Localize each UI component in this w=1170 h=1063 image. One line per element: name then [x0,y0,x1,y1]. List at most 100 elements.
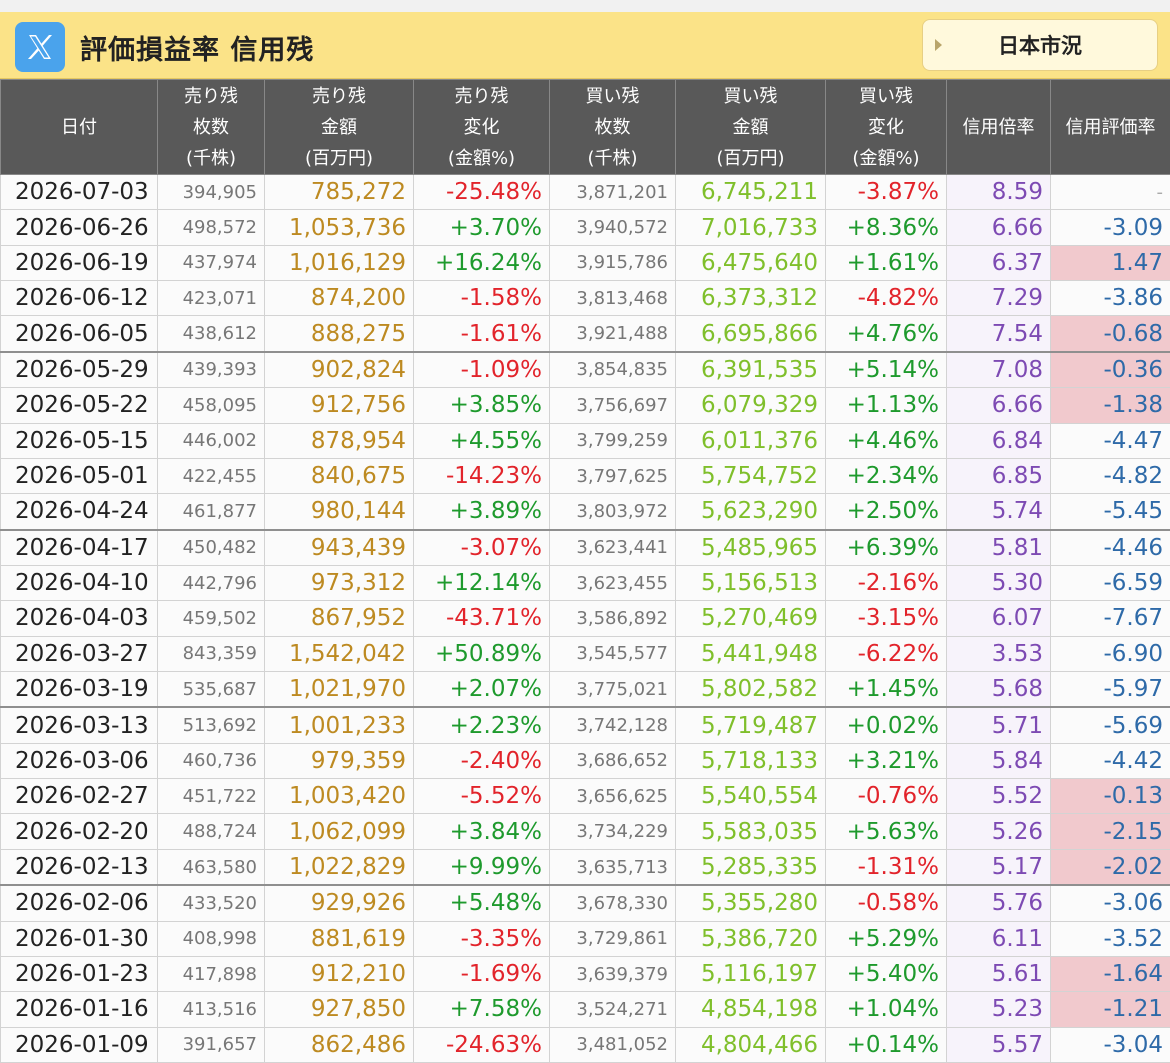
column-header-line: (金額%) [448,148,515,169]
cell-buy-qty: 3,797,625 [550,458,676,493]
cell-margin-ratio: 6.66 [947,210,1051,245]
cell-sell-change: -2.40% [414,743,550,778]
cell-sell-amount: 881,619 [265,921,414,956]
column-header-line: (千株) [186,148,236,169]
column-header-line: 買い残 [859,86,913,107]
cell-sell-qty: 450,482 [158,530,265,566]
cell-buy-amount: 5,719,487 [676,707,826,743]
cell-buy-amount: 5,718,133 [676,743,826,778]
cell-sell-qty: 423,071 [158,281,265,316]
cell-sell-qty: 459,502 [158,601,265,636]
cell-date: 2026-02-13 [1,849,158,885]
cell-buy-change: -0.58% [826,885,947,921]
cell-buy-qty: 3,686,652 [550,743,676,778]
cell-date: 2026-05-22 [1,388,158,423]
cell-buy-qty: 3,813,468 [550,281,676,316]
cell-buy-qty: 3,545,577 [550,636,676,671]
cell-buy-change: +0.02% [826,707,947,743]
cell-sell-qty: 458,095 [158,388,265,423]
cell-buy-amount: 6,011,376 [676,423,826,458]
column-header-margin-ratio: 信用倍率 [947,80,1051,175]
cell-buy-qty: 3,639,379 [550,956,676,991]
cell-margin-eval-rate: -1.38 [1051,388,1170,423]
cell-sell-qty: 843,359 [158,636,265,671]
cell-buy-qty: 3,623,455 [550,565,676,600]
column-header-line: 変化 [464,117,500,138]
cell-sell-amount: 980,144 [265,494,414,530]
cell-sell-qty: 498,572 [158,210,265,245]
cell-sell-amount: 1,022,829 [265,849,414,885]
cell-sell-qty: 463,580 [158,849,265,885]
cell-margin-eval-rate: -3.86 [1051,281,1170,316]
cell-sell-amount: 1,001,233 [265,707,414,743]
cell-sell-amount: 973,312 [265,565,414,600]
cell-date: 2026-07-03 [1,175,158,210]
cell-margin-eval-rate: -6.90 [1051,636,1170,671]
cell-buy-qty: 3,940,572 [550,210,676,245]
column-header-line: 枚数 [193,117,229,138]
cell-margin-ratio: 5.76 [947,885,1051,921]
cell-buy-amount: 5,285,335 [676,849,826,885]
page-header: 評価損益率 信用残 日本市況 [0,12,1170,79]
cell-sell-change: +4.55% [414,423,550,458]
cell-date: 2026-03-13 [1,707,158,743]
cell-date: 2026-04-03 [1,601,158,636]
cell-date: 2026-05-15 [1,423,158,458]
cell-date: 2026-03-27 [1,636,158,671]
cell-margin-ratio: 5.84 [947,743,1051,778]
cell-buy-change: +5.14% [826,352,947,388]
cell-buy-qty: 3,524,271 [550,992,676,1027]
cell-sell-change: +16.24% [414,245,550,280]
cell-date: 2026-01-30 [1,921,158,956]
cell-date: 2026-06-19 [1,245,158,280]
margin-balance-table: 日付売り残枚数(千株)売り残金額(百万円)売り残変化(金額%)買い残枚数(千株)… [0,79,1170,1063]
cell-sell-qty: 391,657 [158,1027,265,1062]
cell-margin-eval-rate: -4.47 [1051,423,1170,458]
column-header-line: 信用倍率 [963,117,1035,138]
cell-sell-amount: 840,675 [265,458,414,493]
cell-sell-amount: 912,756 [265,388,414,423]
cell-margin-eval-rate: -0.36 [1051,352,1170,388]
cell-margin-ratio: 6.37 [947,245,1051,280]
cell-buy-change: +0.14% [826,1027,947,1062]
cell-sell-qty: 460,736 [158,743,265,778]
cell-sell-qty: 461,877 [158,494,265,530]
cell-margin-ratio: 6.66 [947,388,1051,423]
cell-sell-amount: 785,272 [265,175,414,210]
x-logo-icon[interactable] [15,22,65,72]
cell-buy-change: -0.76% [826,779,947,814]
cell-margin-ratio: 5.57 [947,1027,1051,1062]
cell-date: 2026-03-19 [1,672,158,708]
cell-buy-change: -6.22% [826,636,947,671]
cell-sell-change: +7.58% [414,992,550,1027]
cell-buy-amount: 5,116,197 [676,956,826,991]
cell-buy-change: +5.40% [826,956,947,991]
cell-sell-amount: 867,952 [265,601,414,636]
cell-sell-qty: 439,393 [158,352,265,388]
cell-margin-eval-rate: -7.67 [1051,601,1170,636]
cell-buy-amount: 5,270,469 [676,601,826,636]
cell-buy-amount: 4,854,198 [676,992,826,1027]
cell-date: 2026-06-05 [1,316,158,352]
cell-buy-qty: 3,921,488 [550,316,676,352]
column-header-line: 売り残 [312,86,366,107]
japan-market-button[interactable]: 日本市況 [922,19,1158,71]
cell-margin-ratio: 5.30 [947,565,1051,600]
cell-sell-qty: 413,516 [158,992,265,1027]
cell-buy-qty: 3,742,128 [550,707,676,743]
cell-buy-change: -3.15% [826,601,947,636]
cell-buy-amount: 5,754,752 [676,458,826,493]
cell-buy-amount: 6,079,329 [676,388,826,423]
cell-buy-change: -3.87% [826,175,947,210]
column-header-line: 変化 [868,117,904,138]
